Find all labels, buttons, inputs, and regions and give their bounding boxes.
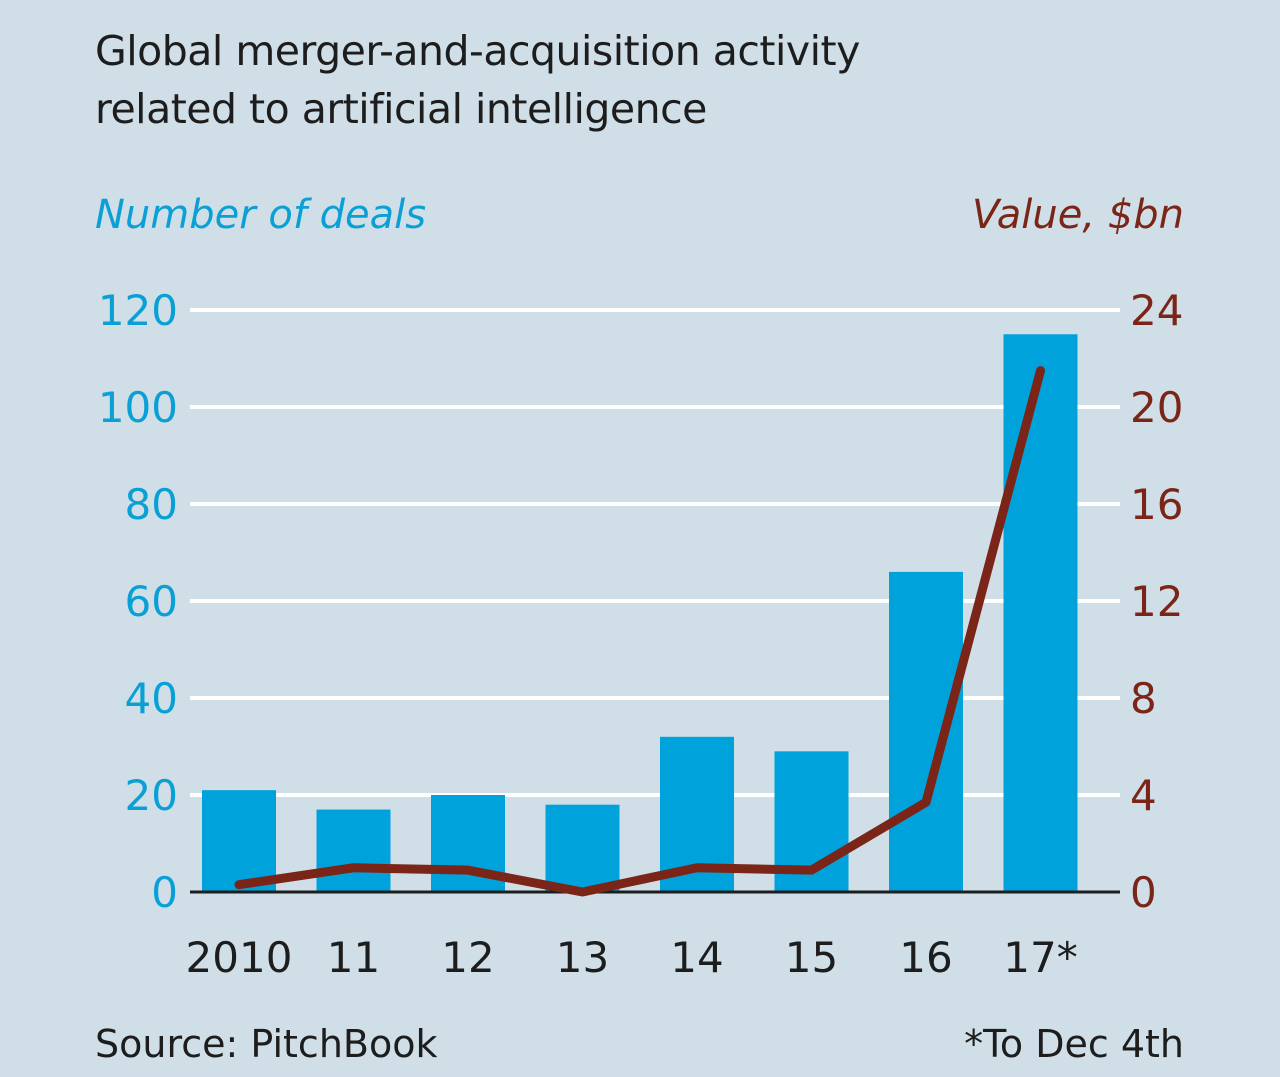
- deals-bar: [889, 571, 963, 892]
- source-note: Source: PitchBook: [95, 1022, 438, 1066]
- left-tick-label: 80: [125, 480, 178, 529]
- left-tick-label: 20: [125, 771, 178, 820]
- x-tick-label: 16: [899, 933, 952, 982]
- left-tick-label: 40: [125, 674, 178, 723]
- value-line: [234, 366, 1045, 897]
- left-tick-label: 0: [151, 868, 178, 917]
- value-series-line: [234, 366, 1045, 897]
- right-axis-title: Value, $bn: [971, 192, 1184, 238]
- x-axis-ticks: 2010 11 12 13 14 15 16 17*: [186, 933, 1078, 982]
- right-axis-ticks: 0 4 8 12 16 20 24: [1130, 286, 1183, 917]
- left-axis-title: Number of deals: [95, 192, 427, 238]
- x-tick-label: 11: [327, 933, 380, 982]
- deals-bar: [1003, 334, 1078, 892]
- x-tick-label: 15: [785, 933, 838, 982]
- x-tick-label: 13: [556, 933, 609, 982]
- gridlines: [190, 308, 1120, 797]
- left-tick-label: 120: [98, 286, 178, 335]
- right-tick-label: 4: [1130, 771, 1157, 820]
- right-tick-label: 20: [1130, 383, 1183, 432]
- chart-title-line-1: Global merger-and-acquisition activity: [95, 27, 860, 75]
- deals-bar: [545, 804, 620, 892]
- x-tick-label: 17*: [1003, 933, 1077, 982]
- right-tick-label: 12: [1130, 577, 1183, 626]
- deals-bar: [316, 809, 391, 892]
- right-tick-label: 24: [1130, 286, 1183, 335]
- chart-title: Global merger-and-acquisition activity r…: [95, 22, 860, 138]
- right-tick-label: 0: [1130, 868, 1157, 917]
- footnote: *To Dec 4th: [964, 1022, 1184, 1066]
- x-tick-label: 14: [670, 933, 723, 982]
- right-tick-label: 8: [1130, 674, 1157, 723]
- right-tick-label: 16: [1130, 480, 1183, 529]
- deals-bar: [202, 790, 276, 892]
- left-tick-label: 100: [98, 383, 178, 432]
- left-tick-label: 60: [125, 577, 178, 626]
- x-tick-label: 2010: [186, 933, 293, 982]
- chart-title-line-2: related to artificial intelligence: [95, 85, 707, 133]
- deals-bars: [202, 334, 1078, 892]
- left-axis-ticks: 0 20 40 60 80 100 120: [98, 286, 178, 917]
- x-tick-label: 12: [441, 933, 494, 982]
